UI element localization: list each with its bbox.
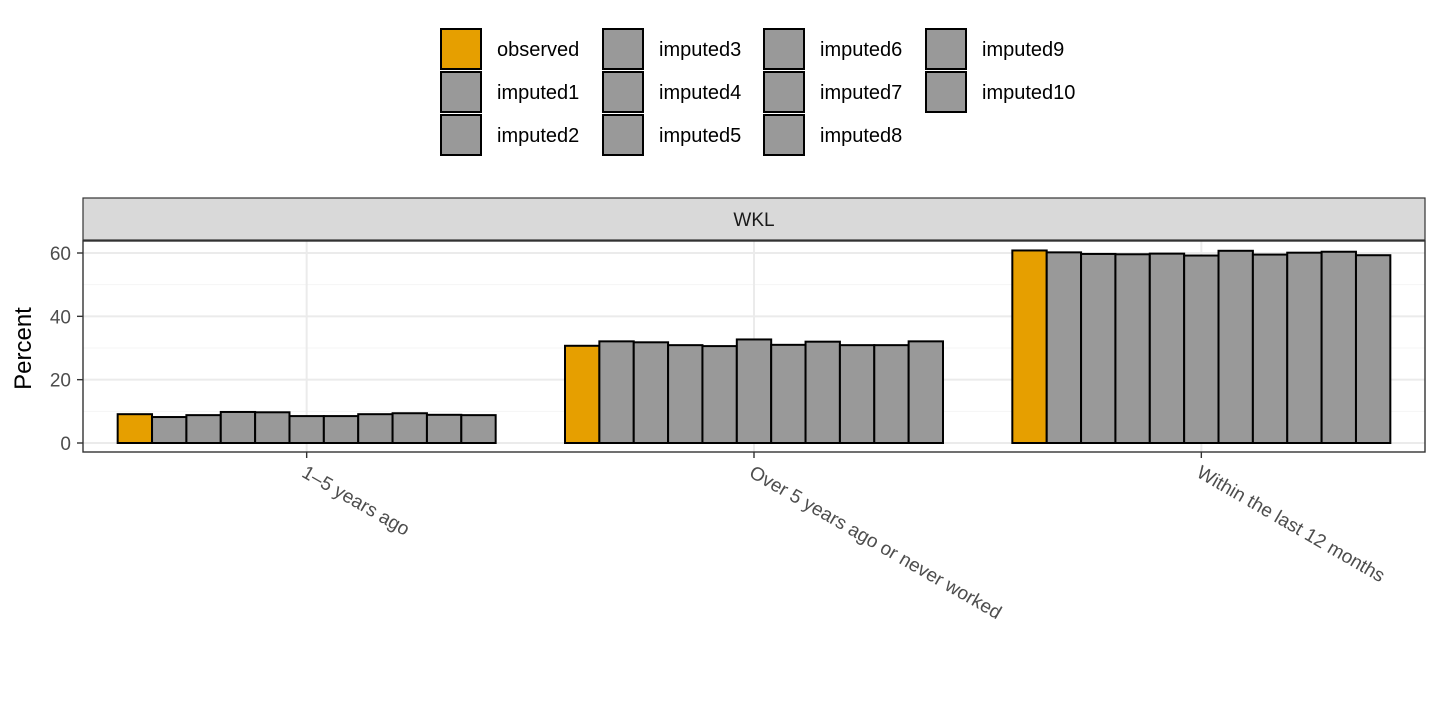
legend-item-imputed8: imputed8 [763, 114, 902, 156]
bar-imputed10 [1354, 254, 1392, 444]
bar-imputed10 [460, 414, 497, 444]
y-tick-label: 60 [50, 244, 71, 265]
bar-imputed1 [151, 416, 188, 444]
legend-item-imputed5: imputed5 [602, 114, 741, 156]
legend-item-imputed6: imputed6 [763, 28, 902, 70]
bar-imputed8 [391, 412, 428, 445]
facet-strip: WKL [82, 197, 1426, 241]
bar-imputed1 [1045, 251, 1083, 444]
legend-label: imputed9 [982, 39, 1064, 61]
legend-item-imputed3: imputed3 [602, 28, 741, 70]
legend-label: imputed10 [982, 82, 1075, 104]
legend-swatch [602, 28, 644, 70]
bar-imputed9 [425, 413, 463, 445]
bar-imputed2 [1080, 252, 1117, 444]
bar-imputed2 [632, 341, 670, 444]
bar-imputed7 [804, 340, 841, 444]
legend-label: imputed6 [820, 39, 902, 61]
bar-imputed5 [735, 338, 773, 445]
legend-label: imputed3 [659, 39, 741, 61]
plot-panel [82, 240, 1426, 453]
y-tick-label: 20 [50, 371, 71, 392]
x-axis: 1–5 years ago Over 5 years ago or never w… [298, 452, 1388, 624]
legend-swatch [763, 114, 805, 156]
bar-imputed3 [219, 410, 257, 445]
bar-imputed8 [838, 344, 876, 444]
bar-imputed4 [254, 411, 291, 444]
legend-swatch [440, 28, 482, 70]
facet-strip-background [82, 197, 1426, 241]
y-tick-label: 40 [50, 307, 71, 328]
bar-imputed6 [322, 415, 360, 445]
bar-imputed9 [873, 344, 910, 444]
bar-imputed5 [1183, 254, 1220, 444]
legend-item-imputed9: imputed9 [925, 28, 1064, 70]
legend-label: imputed4 [659, 82, 741, 104]
x-tick-label: 1–5 years ago [298, 462, 413, 540]
legend: observed imputed1 imputed2 imputed3 imputed4… [440, 28, 1075, 156]
legend-label: imputed7 [820, 82, 902, 104]
bar-imputed6 [770, 343, 807, 445]
bar-imputed2 [185, 414, 222, 444]
facet-strip-label: WKL [733, 210, 774, 231]
bar-imputed10 [907, 340, 944, 445]
legend-swatch [925, 28, 967, 70]
legend-label: imputed8 [820, 125, 902, 147]
bar-imputed1 [598, 340, 635, 445]
legend-swatch [602, 114, 644, 156]
legend-swatch [440, 114, 482, 156]
bar-observed [116, 413, 154, 444]
bar-observed [1011, 249, 1048, 444]
legend-item-imputed10: imputed10 [925, 71, 1075, 113]
legend-label: imputed2 [497, 125, 579, 147]
legend-label: imputed1 [497, 82, 579, 104]
bar-imputed3 [1114, 253, 1151, 444]
bar-imputed5 [288, 415, 325, 445]
bar-imputed7 [1251, 253, 1289, 444]
bar-observed [564, 344, 601, 444]
bar-imputed6 [1217, 249, 1254, 444]
legend-item-observed: observed [440, 28, 579, 70]
legend-label: observed [497, 39, 579, 61]
legend-item-imputed1: imputed1 [440, 71, 579, 113]
y-axis: 0 20 40 60 [50, 244, 83, 455]
legend-swatch [925, 71, 967, 113]
legend-item-imputed2: imputed2 [440, 114, 579, 156]
bar-imputed9 [1320, 250, 1357, 444]
bar-imputed7 [357, 413, 394, 444]
bar-imputed3 [667, 344, 704, 444]
legend-item-imputed7: imputed7 [763, 71, 902, 113]
legend-swatch [763, 71, 805, 113]
legend-item-imputed4: imputed4 [602, 71, 741, 113]
bar-imputed4 [1148, 252, 1186, 444]
bars [116, 249, 1392, 445]
x-tick-label: Over 5 years ago or never worked [746, 462, 1005, 624]
legend-label: imputed5 [659, 125, 741, 147]
bar-imputed8 [1286, 251, 1323, 444]
y-tick-label: 0 [60, 434, 71, 455]
bar-imputed4 [701, 345, 738, 445]
legend-swatch [763, 28, 805, 70]
legend-swatch [602, 71, 644, 113]
legend-swatch [440, 71, 482, 113]
x-tick-label: Within the last 12 months [1193, 462, 1388, 587]
y-axis-title: Percent [10, 307, 37, 390]
